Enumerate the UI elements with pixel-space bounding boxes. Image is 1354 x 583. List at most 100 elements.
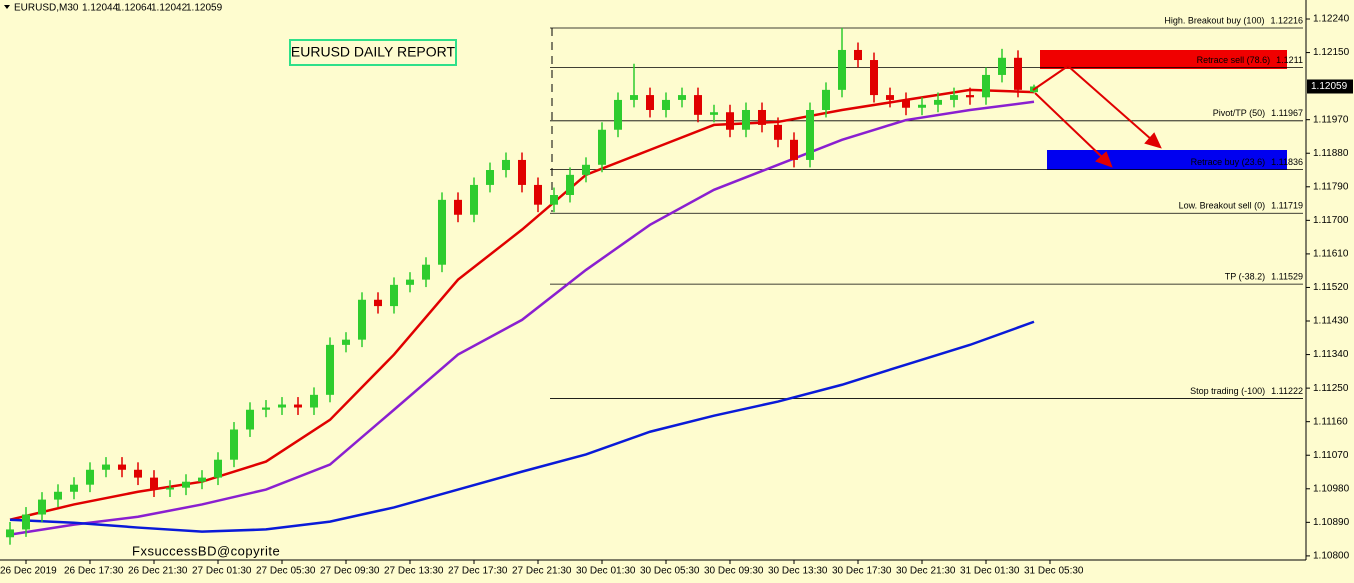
candle-body [22, 514, 30, 530]
level-label: Pivot/TP (50) [1213, 108, 1265, 118]
level-value: 1.11719 [1271, 201, 1303, 211]
candle-body [838, 49, 846, 90]
y-tick-label: 1.10800 [1313, 551, 1350, 562]
candle-body [70, 484, 78, 492]
candle-body [166, 487, 174, 490]
symbol: EURUSD,M30 [14, 3, 79, 14]
level-label: High. Breakout buy (100) [1164, 15, 1264, 25]
y-tick-label: 1.11160 [1313, 416, 1348, 427]
x-tick-label: 27 Dec 21:30 [512, 566, 572, 577]
candle-body [390, 284, 398, 307]
arrow [1034, 92, 1104, 159]
sell-zone [1040, 50, 1287, 69]
candle-body [6, 529, 14, 538]
level-label: Low. Breakout sell (0) [1179, 201, 1266, 211]
header-high: 1.12064 [116, 3, 153, 14]
moving-average [9, 100, 1035, 536]
candle-body [998, 57, 1006, 75]
candle-body [710, 112, 718, 115]
y-tick-label: 1.11970 [1313, 114, 1349, 125]
candle-body [774, 124, 782, 140]
candle-body [102, 464, 110, 470]
level-value: 1.11967 [1271, 108, 1303, 118]
candle-body [230, 429, 238, 460]
candle-body [86, 469, 94, 485]
candle-body [758, 109, 766, 125]
header-low: 1.12042 [151, 3, 188, 14]
price-tag [1307, 79, 1353, 94]
candle-body [822, 89, 830, 110]
candle-body [550, 194, 558, 205]
candle-body [262, 407, 270, 410]
candle-body [886, 95, 894, 100]
watermark: FxsuccessBD@copyrite [132, 543, 280, 558]
y-tick-label: 1.11610 [1313, 249, 1349, 260]
y-tick-label: 1.11430 [1313, 316, 1349, 327]
level-label: TP (-38.2) [1225, 271, 1265, 281]
candle-body [630, 95, 638, 100]
candle-body [502, 159, 510, 171]
level-value: 1.12216 [1270, 15, 1303, 25]
current-price: 1.12059 [1311, 81, 1348, 92]
candle-body [582, 164, 590, 175]
x-tick-label: 30 Dec 21:30 [896, 566, 956, 577]
menu-icon [4, 5, 10, 9]
x-tick-label: 27 Dec 05:30 [256, 566, 316, 577]
candle-body [966, 95, 974, 98]
candle-body [246, 409, 254, 430]
y-tick-label: 1.11880 [1313, 148, 1349, 159]
candle-body [806, 109, 814, 160]
moving-average [9, 320, 1035, 533]
candle-body [454, 199, 462, 215]
candle-body [38, 499, 46, 515]
candle-body [470, 184, 478, 215]
y-tick-label: 1.11070 [1313, 450, 1349, 461]
plot [6, 27, 1303, 545]
x-tick-label: 30 Dec 13:30 [768, 566, 828, 577]
level-value: 1.11222 [1271, 386, 1303, 396]
y-tick-label: 1.10980 [1313, 483, 1350, 494]
candle-body [918, 104, 926, 108]
x-tick-label: 27 Dec 01:30 [192, 566, 252, 577]
x-tick-label: 30 Dec 17:30 [832, 566, 892, 577]
candle-body [150, 477, 158, 490]
moving-average [9, 88, 1035, 521]
y-tick-label: 1.11790 [1313, 181, 1349, 192]
x-tick-label: 27 Dec 17:30 [448, 566, 508, 577]
candle-body [726, 112, 734, 130]
y-tick-label: 1.11250 [1313, 383, 1349, 394]
report-box [289, 39, 457, 66]
candle-body [678, 95, 686, 100]
candle-body [278, 404, 286, 408]
candle-body [118, 464, 126, 470]
candle-body [614, 99, 622, 130]
y-tick-label: 1.11520 [1313, 282, 1349, 293]
level-value: 1.11529 [1271, 271, 1303, 281]
candle-body [326, 344, 334, 395]
candle-body [374, 299, 382, 307]
candle-body [950, 95, 958, 100]
candle-body [310, 394, 318, 408]
y-tick-label: 1.11700 [1313, 215, 1349, 226]
x-tick-label: 30 Dec 09:30 [704, 566, 764, 577]
candle-body [742, 109, 750, 130]
x-tick-label: 26 Dec 2019 [0, 566, 57, 577]
y-tick-label: 1.10890 [1313, 517, 1350, 528]
y-tick-label: 1.12150 [1313, 47, 1350, 58]
x-tick-label: 31 Dec 01:30 [960, 566, 1020, 577]
level-label: Retrace sell (78.6) [1197, 55, 1271, 65]
candle-body [342, 339, 350, 345]
candle-body [358, 299, 366, 340]
candle-body [422, 264, 430, 280]
level-label: Stop trading (-100) [1190, 386, 1265, 396]
x-tick-label: 30 Dec 05:30 [640, 566, 700, 577]
candle-body [214, 459, 222, 478]
candle-body [534, 184, 542, 205]
candle-body [406, 279, 414, 285]
candle-body [566, 174, 574, 195]
candle-body [646, 95, 654, 110]
header-close: 1.12059 [186, 3, 223, 14]
x-tick-label: 27 Dec 09:30 [320, 566, 380, 577]
arrows [1032, 65, 1162, 168]
